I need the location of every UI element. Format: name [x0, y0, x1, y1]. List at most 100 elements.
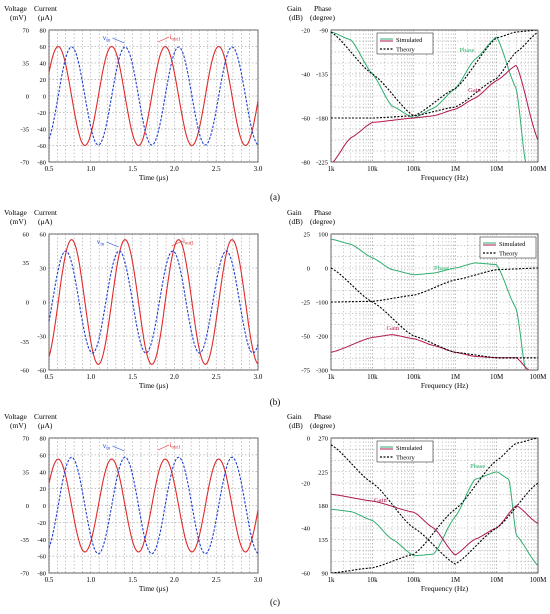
right-tick-label: -20: [37, 110, 46, 117]
x-axis-label: Time (μs): [139, 584, 169, 593]
left-axis-unit: (mV): [10, 13, 27, 22]
left-tick-label: 0: [26, 503, 29, 510]
left-tick-label: 70: [23, 436, 30, 443]
gain-axis-unit: (dB): [289, 421, 303, 430]
theory-phase-curve: [331, 438, 538, 573]
gain-axis-label: Gain: [287, 412, 302, 421]
x-axis-label: Frequency (Hz): [421, 173, 469, 182]
phase-curve-label: Phase: [470, 463, 485, 470]
left-axis-label: Voltage: [4, 4, 27, 13]
left-tick-label: 60: [23, 232, 30, 239]
right-axis-label: Current: [34, 412, 58, 421]
left-tick-label: -35: [20, 127, 29, 134]
phase-tick-label: 0: [325, 266, 328, 273]
x-tick-label: 100M: [530, 576, 548, 584]
x-tick-label: 3.0: [254, 373, 263, 381]
x-tick-label: 10M: [490, 165, 504, 173]
theory-gain-curve: [331, 267, 538, 359]
left-tick-label: 35: [23, 61, 30, 68]
iout-label-arrow: [157, 36, 170, 43]
phase-tick-label: 100: [318, 232, 328, 239]
phase-tick-label: 135: [318, 537, 328, 544]
gain-curve-label: Gain: [374, 497, 387, 504]
left-tick-label: 0: [26, 300, 29, 307]
right-axis-unit: (μA): [38, 217, 53, 226]
left-tick-label: 35: [23, 260, 30, 267]
simulated-phase-curve: [331, 471, 538, 566]
right-tick-label: 40: [40, 61, 47, 68]
x-tick-label: 3.0: [254, 576, 263, 584]
right-tick-label: -80: [37, 571, 46, 578]
phase-tick-label: 225: [318, 469, 328, 476]
right-axis-unit: (μA): [38, 421, 53, 430]
panel-label: (b): [270, 397, 281, 407]
right-tick-label: -80: [37, 160, 46, 167]
simulated-phase-curve: [331, 238, 526, 370]
phase-tick-label: -200: [316, 334, 328, 341]
x-tick-label: 0.5: [45, 165, 54, 173]
x-tick-label: 10k: [367, 373, 378, 381]
x-tick-label: 10M: [490, 576, 504, 584]
gain-tick-label: -60: [301, 571, 310, 578]
right-tick-label: 60: [40, 452, 47, 459]
phase-axis-label: Phase: [314, 4, 332, 13]
iout-label-arrow: [157, 444, 170, 451]
vin-label-arrow: [112, 37, 125, 44]
gain-tick-label: 0: [307, 266, 310, 273]
theory-phase-curve: [331, 267, 538, 303]
vin-waveform: [48, 250, 259, 354]
gain-axis-label: Gain: [287, 4, 302, 13]
right-tick-label: -40: [37, 537, 46, 544]
right-tick-label: 80: [40, 436, 47, 443]
vin-label-arrow: [106, 241, 119, 248]
phase-curve-label: Phase: [459, 47, 474, 54]
simulated-gain-curve: [332, 64, 538, 162]
phase-tick-label: 270: [318, 436, 328, 443]
x-tick-label: 3.0: [254, 165, 263, 173]
legend-label-simulated: Simulated: [499, 241, 526, 248]
right-tick-label: -20: [37, 520, 46, 527]
right-tick-label: 20: [40, 486, 47, 493]
gain-tick-label: 0: [307, 436, 310, 443]
right-tick-label: 60: [40, 44, 47, 51]
x-tick-label: 2.5: [212, 165, 221, 173]
x-tick-label: 1M: [450, 576, 461, 584]
x-tick-label: 0.5: [45, 576, 54, 584]
plot-frame: [48, 29, 259, 163]
phase-tick-label: -135: [316, 72, 328, 79]
phase-curve-label: Phase: [434, 265, 449, 272]
gain-axis-unit: (dB): [289, 217, 303, 226]
vin-waveform: [48, 46, 259, 146]
gain-tick-label: 25: [304, 232, 311, 239]
left-axis-unit: (mV): [10, 421, 27, 430]
x-tick-label: 1k: [328, 373, 336, 381]
x-tick-label: 1.5: [128, 373, 137, 381]
x-tick-label: 1.5: [128, 165, 137, 173]
iout-waveform: [48, 239, 259, 365]
gain-tick-label: -80: [301, 160, 310, 167]
iout-waveform: [48, 45, 259, 147]
right-tick-label: -60: [37, 554, 46, 561]
right-tick-label: -30: [37, 334, 46, 341]
x-axis-label: Time (μs): [139, 173, 169, 182]
theory-gain-curve: [331, 31, 538, 119]
right-tick-label: -60: [37, 368, 46, 375]
x-tick-label: 2.5: [212, 576, 221, 584]
gain-tick-label: -40: [301, 72, 310, 79]
left-tick-label: -70: [20, 571, 29, 578]
panel-label: (a): [270, 192, 280, 202]
gain-tick-label: -50: [301, 334, 310, 341]
legend-label-simulated: Simulated: [396, 37, 423, 44]
x-tick-label: 1.5: [128, 576, 137, 584]
legend-label-simulated: Simulated: [396, 445, 423, 452]
x-tick-label: 100k: [407, 165, 422, 173]
phase-tick-label: -300: [316, 368, 328, 375]
left-tick-label: 35: [23, 469, 30, 476]
vin-label: vin: [97, 238, 105, 248]
legend-label-theory: Theory: [499, 251, 519, 258]
x-tick-label: 2.0: [170, 373, 179, 381]
left-tick-label: 70: [23, 28, 30, 35]
iout-label-arrow: [171, 240, 183, 247]
